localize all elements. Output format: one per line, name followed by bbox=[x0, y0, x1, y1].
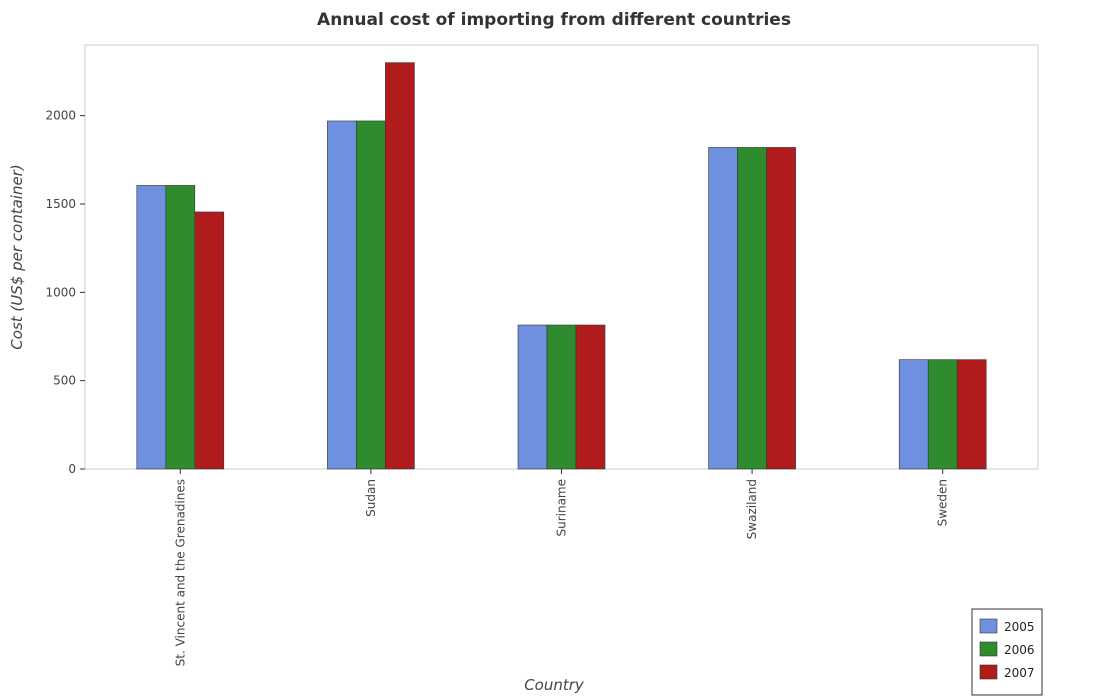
bar-2007-0 bbox=[194, 211, 225, 470]
legend-label-2005: 2005 bbox=[1004, 620, 1035, 634]
legend-label-2007: 2007 bbox=[1004, 666, 1035, 680]
bar-2005-1 bbox=[327, 120, 357, 470]
bar-2006-1 bbox=[356, 120, 386, 470]
x-tick-label: Sudan bbox=[364, 479, 378, 517]
legend-label-2006: 2006 bbox=[1004, 643, 1035, 657]
y-tick-label: 500 bbox=[53, 374, 76, 388]
bar-2007-2 bbox=[575, 324, 606, 470]
bar-2007-3 bbox=[766, 147, 796, 470]
bars-group bbox=[136, 62, 987, 470]
y-tick-label: 1000 bbox=[45, 285, 76, 299]
legend-swatch-2005 bbox=[979, 618, 998, 634]
x-axis-label: Country bbox=[524, 676, 585, 694]
legend: 2005 2006 2007 bbox=[971, 608, 1043, 696]
y-tick-label: 1500 bbox=[45, 197, 76, 211]
bar-2006-2 bbox=[546, 324, 577, 470]
y-axis-label: Cost (US$ per container) bbox=[8, 164, 26, 349]
y-tick-label: 2000 bbox=[45, 109, 76, 123]
legend-swatch-2007 bbox=[979, 664, 998, 680]
bar-2006-0 bbox=[165, 185, 196, 470]
x-tick-label: St. Vincent and the Grenadines bbox=[173, 479, 187, 666]
y-tick-label: 0 bbox=[68, 462, 76, 476]
bar-2006-3 bbox=[737, 147, 767, 470]
bar-2006-4 bbox=[927, 359, 958, 470]
x-tick-label: Swaziland bbox=[745, 479, 759, 539]
y-tick-labels: 0 500 1000 1500 2000 bbox=[45, 109, 85, 476]
bar-2005-0 bbox=[136, 185, 167, 470]
bar-2005-3 bbox=[708, 147, 738, 470]
x-tick-label: Sweden bbox=[936, 479, 950, 526]
bar-2005-4 bbox=[898, 359, 929, 470]
x-tick-labels: St. Vincent and the Grenadines Sudan Surin… bbox=[173, 469, 950, 666]
chart-title: Annual cost of importing from different … bbox=[317, 10, 791, 30]
legend-swatch-2006 bbox=[979, 641, 998, 657]
bar-2007-1 bbox=[385, 62, 415, 470]
bar-2005-2 bbox=[517, 324, 548, 470]
x-tick-label: Suriname bbox=[555, 479, 569, 537]
bar-2007-4 bbox=[956, 359, 987, 470]
